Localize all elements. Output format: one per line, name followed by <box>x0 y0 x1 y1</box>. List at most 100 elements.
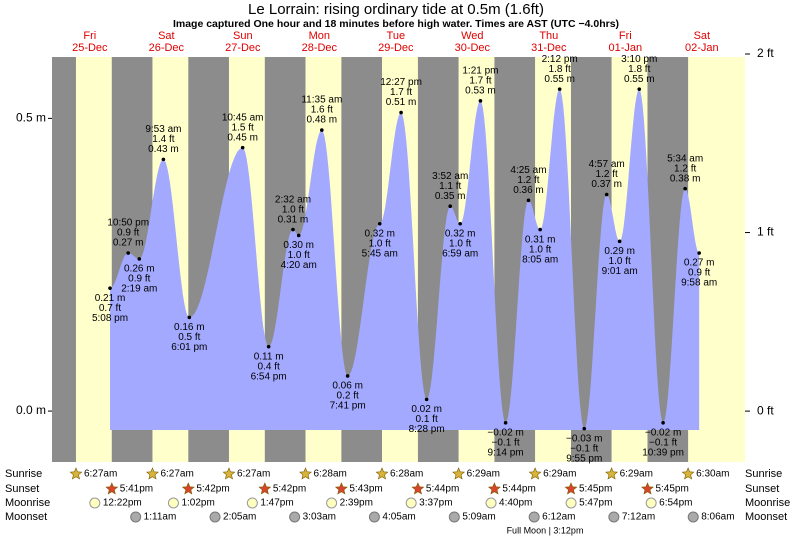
day-date: 31-Dec <box>531 42 567 54</box>
tide-point <box>478 99 483 103</box>
tide-ft: 1.0 ft <box>369 238 391 249</box>
tide-time: 2:12 pm <box>542 54 578 65</box>
tide-m: 0.31 m <box>278 214 309 225</box>
tide-point <box>320 128 324 132</box>
sunrise-icon <box>69 467 83 480</box>
moonrise-time: 1:02pm <box>181 498 214 509</box>
tide-m: 0.27 m <box>684 258 715 269</box>
y2-tick-label: 2 ft <box>757 46 774 60</box>
day-weekday: Wed <box>461 30 483 42</box>
day-date: 25-Dec <box>72 42 108 54</box>
tide-ft: 0.4 ft <box>258 361 280 372</box>
tide-point <box>296 233 301 238</box>
tide-point <box>683 186 687 191</box>
tide-time: 2:19 am <box>121 284 157 295</box>
moonset-time: 8:06am <box>701 512 734 523</box>
moonset-icon <box>687 511 699 523</box>
tide-point <box>240 145 245 150</box>
moonset-time: 5:09am <box>462 512 495 523</box>
tide-point <box>137 257 142 261</box>
row-label-right: Moonset <box>745 511 787 523</box>
sunrise-icon <box>681 467 695 480</box>
tide-ft: 0.1 ft <box>416 414 438 425</box>
row-label-right: Sunset <box>745 483 779 495</box>
tide-point <box>604 192 609 197</box>
tide-point <box>399 110 403 115</box>
tide-point <box>503 420 508 425</box>
tide-point <box>345 374 350 378</box>
tide-point <box>637 87 642 91</box>
tide-point <box>187 315 192 320</box>
tide-time: 9:01 am <box>602 266 638 277</box>
tide-point <box>126 251 130 255</box>
moonrise-icon <box>565 497 577 509</box>
tide-m: 0.55 m <box>624 74 655 85</box>
tide-ft: 0.9 ft <box>117 228 139 239</box>
tide-point <box>377 221 382 226</box>
tide-time: 2:32 am <box>275 194 311 205</box>
tide-m: 0.36 m <box>513 185 544 196</box>
moonset-icon <box>448 511 460 523</box>
moon-phase: Full Moon | 3:12pm <box>507 525 584 535</box>
tide-m: 0.16 m <box>174 322 205 333</box>
tide-time: 5:45 am <box>362 248 398 259</box>
tide-time: 5:08 pm <box>92 313 128 324</box>
tide-ft: 1.2 ft <box>517 175 539 186</box>
sunrise-time: 6:28am <box>314 469 347 480</box>
tide-time: 6:54 pm <box>251 371 287 382</box>
tide-m: 0.26 m <box>124 264 155 275</box>
sunrise-icon <box>605 467 619 480</box>
sunrise-icon <box>375 467 389 480</box>
moonset-time: 1:11am <box>144 512 177 523</box>
tide-point <box>458 221 462 226</box>
moonset-time: 6:12am <box>542 512 575 523</box>
day-weekday: Sun <box>233 30 253 42</box>
tide-ft: 1.8 ft <box>549 64 571 75</box>
tide-ft: 1.2 ft <box>674 163 696 174</box>
sunrise-time: 6:27am <box>160 469 193 480</box>
tide-ft: 0.9 ft <box>688 268 710 279</box>
sunset-icon <box>487 482 501 495</box>
tide-point <box>161 157 166 162</box>
tide-m: 0.11 m <box>254 351 284 362</box>
day-date: 26-Dec <box>149 42 185 54</box>
chart-title: Le Lorrain: rising ordinary tide at 0.5m… <box>248 1 544 18</box>
sunrise-icon <box>528 467 542 480</box>
tide-time: 11:35 am <box>301 95 342 106</box>
tide-m: 0.37 m <box>591 179 622 190</box>
tide-m: 0.21 m <box>95 293 126 304</box>
tide-ft: 1.5 ft <box>232 122 254 133</box>
moonrise-time: 5:47pm <box>579 498 612 509</box>
moonrise-icon <box>246 497 258 509</box>
moonset-time: 4:05am <box>382 512 415 523</box>
tide-ft: 1.1 ft <box>439 181 461 192</box>
sunset-time: 5:42pm <box>273 484 306 495</box>
tide-point <box>557 87 562 91</box>
moonrise-time: 3:37pm <box>419 498 452 509</box>
tide-m: −0.02 m <box>645 427 681 438</box>
tide-point <box>526 198 531 203</box>
sunset-time: 5:43pm <box>349 484 382 495</box>
day-weekday: Mon <box>309 30 330 42</box>
tide-time: 9:14 pm <box>488 447 524 458</box>
moonrise-icon <box>405 497 417 509</box>
chart-subtitle: Image captured One hour and 18 minutes b… <box>173 18 619 30</box>
tide-ft: 1.2 ft <box>596 169 618 180</box>
row-label-right: Sunrise <box>745 468 782 480</box>
sunset-icon <box>181 482 195 495</box>
tide-ft: 1.7 ft <box>469 75 491 86</box>
tide-time: 12:27 pm <box>380 77 422 88</box>
tide-m: 0.38 m <box>670 173 701 184</box>
tide-time: 8:05 am <box>522 254 558 265</box>
day-weekday: Sat <box>694 30 711 42</box>
sunset-icon <box>564 482 578 495</box>
day-weekday: Fri <box>619 30 632 42</box>
tide-point <box>266 344 271 349</box>
moonset-icon <box>130 511 142 523</box>
moonset-icon <box>608 511 620 523</box>
tide-time: 6:01 pm <box>171 342 207 353</box>
sunrise-time: 6:30am <box>696 469 729 480</box>
sunset-time: 5:41pm <box>120 484 153 495</box>
tide-m: 0.30 m <box>283 240 314 251</box>
day-date: 02-Jan <box>685 42 719 54</box>
